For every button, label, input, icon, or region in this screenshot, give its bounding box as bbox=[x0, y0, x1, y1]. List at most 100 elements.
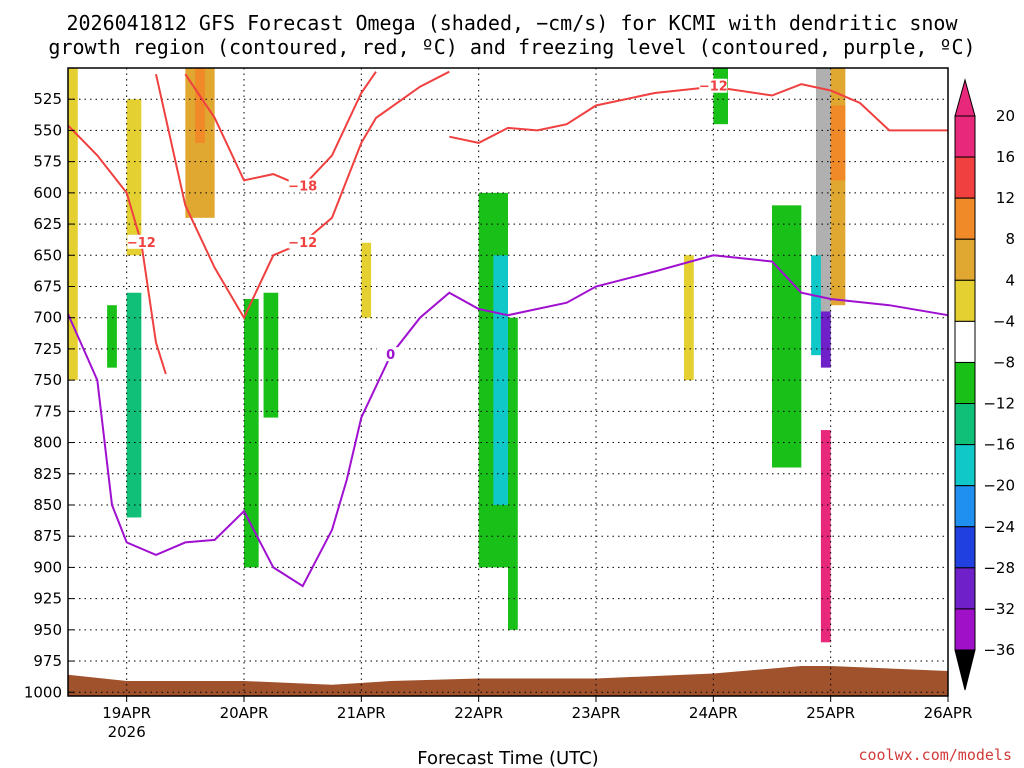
y-tick-label: 725 bbox=[33, 340, 62, 358]
contour-line bbox=[67, 124, 167, 375]
contour-label-bg bbox=[288, 234, 317, 249]
y-tick-label: 625 bbox=[33, 215, 62, 233]
x-tick-label: 26APR bbox=[924, 704, 973, 722]
x-tick-label: 21APR bbox=[337, 704, 386, 722]
grid-layer bbox=[68, 68, 949, 696]
y-tick-label: 825 bbox=[33, 465, 62, 483]
y-tick-label: 800 bbox=[33, 434, 62, 452]
y-tick-label: 850 bbox=[33, 496, 62, 514]
omega-cell bbox=[830, 105, 846, 181]
colorbar-label: 16 bbox=[996, 148, 1015, 166]
colorbar-label: −20 bbox=[983, 477, 1015, 495]
omega-cell bbox=[830, 68, 846, 306]
y-tick-label: 675 bbox=[33, 277, 62, 295]
omega-cell bbox=[820, 430, 831, 643]
colorbar-label: −24 bbox=[983, 518, 1015, 536]
y-tick-label: 925 bbox=[33, 590, 62, 608]
colorbar-segment bbox=[954, 361, 976, 405]
contour-label-bg bbox=[288, 178, 317, 193]
y-tick-label: 950 bbox=[33, 621, 62, 639]
x-tick-label: 20APR bbox=[220, 704, 269, 722]
contour-label-bg bbox=[376, 347, 405, 362]
omega-cell bbox=[811, 255, 821, 356]
omega-cell bbox=[820, 311, 831, 368]
contour-label-bg bbox=[699, 78, 728, 93]
terrain-fill bbox=[68, 666, 948, 696]
contour-label: −18 bbox=[288, 180, 317, 195]
colorbar-segment bbox=[954, 444, 976, 487]
colorbar-segment bbox=[954, 279, 976, 322]
y-tick-label: 575 bbox=[33, 153, 62, 171]
x-tick-label: 25APR bbox=[806, 704, 855, 722]
contour-line bbox=[449, 83, 948, 144]
x-axis-title: Forecast Time (UTC) bbox=[417, 748, 598, 768]
omega-cell bbox=[126, 99, 142, 256]
y-tick-label: 525 bbox=[33, 90, 62, 108]
colorbar-label: 8 bbox=[1005, 230, 1015, 248]
colorbar-segment bbox=[954, 115, 976, 158]
omega-cell bbox=[126, 292, 142, 518]
colorbar-segment bbox=[954, 608, 976, 651]
colorbar-segment bbox=[954, 320, 976, 363]
x-tick-label: 22APR bbox=[454, 704, 503, 722]
omega-cell bbox=[263, 292, 279, 418]
colorbar-segment bbox=[954, 403, 976, 446]
colorbar-segment bbox=[954, 197, 976, 240]
contour-layer: −12 −12 −18 −12 0 bbox=[67, 70, 949, 588]
colorbar-label: 4 bbox=[1005, 271, 1015, 289]
plot-frame bbox=[67, 67, 949, 697]
contour-label-bg bbox=[127, 234, 156, 249]
colorbar-label: −4 bbox=[993, 312, 1015, 330]
colorbar: 20 16 12 8 4 −4 −8 −12 −16 −20 −24 −28 −32 −36 bbox=[954, 78, 1015, 691]
colorbar-label: −36 bbox=[983, 641, 1015, 659]
omega-cell bbox=[107, 305, 117, 368]
colorbar-segment bbox=[954, 238, 976, 281]
colorbar-label: −28 bbox=[983, 559, 1015, 577]
contour-label: −12 bbox=[699, 80, 728, 95]
colorbar-label: −8 bbox=[993, 353, 1015, 371]
colorbar-label: 20 bbox=[996, 107, 1015, 125]
omega-cell bbox=[361, 242, 372, 318]
colorbar-segment bbox=[954, 485, 976, 528]
x-tick-sublabel: 2026 bbox=[108, 723, 146, 741]
contour-label: −12 bbox=[127, 236, 156, 251]
colorbar-top-arrow bbox=[954, 78, 976, 117]
terrain-layer bbox=[68, 666, 948, 696]
y-tick-label: 750 bbox=[33, 371, 62, 389]
omega-cell bbox=[772, 205, 802, 468]
y-tick-label: 875 bbox=[33, 527, 62, 545]
x-tick-label: 24APR bbox=[689, 704, 738, 722]
y-tick-label: 900 bbox=[33, 558, 62, 576]
y-tick-label: 775 bbox=[33, 402, 62, 420]
x-tick-label: 23APR bbox=[572, 704, 621, 722]
y-tick-label: 550 bbox=[33, 121, 62, 139]
chart-title-line-2: growth region (contoured, red, ºC) and f… bbox=[48, 35, 975, 59]
colorbar-label: −16 bbox=[983, 436, 1015, 454]
omega-cell bbox=[493, 255, 508, 505]
colorbar-label: −32 bbox=[983, 600, 1015, 618]
y-tick-label: 600 bbox=[33, 184, 62, 202]
omega-cell bbox=[713, 68, 728, 125]
colorbar-segment bbox=[954, 156, 976, 199]
y-tick-label: 975 bbox=[33, 652, 62, 670]
colorbar-segment bbox=[954, 567, 976, 610]
omega-cell bbox=[244, 298, 259, 568]
y-tick-label: 650 bbox=[33, 246, 62, 264]
plot-area: −12 −12 −18 −12 0 bbox=[67, 67, 949, 697]
colorbar-bottom-arrow bbox=[954, 649, 976, 691]
y-tick-label: 1000 bbox=[24, 683, 62, 701]
x-tick-label: 19APR bbox=[102, 704, 151, 722]
colorbar-label: −12 bbox=[983, 395, 1015, 413]
colorbar-segment bbox=[954, 526, 976, 569]
contour-label: 0 bbox=[386, 348, 395, 363]
contour-line bbox=[184, 71, 377, 188]
credit-text: coolwx.com/models bbox=[858, 746, 1012, 764]
contour-label: −12 bbox=[288, 236, 317, 251]
colorbar-label: 12 bbox=[996, 189, 1015, 207]
omega-cell bbox=[508, 317, 518, 630]
y-axis: 525 550 575 600 625 650 675 700 725 750 775 800 825 8… bbox=[24, 90, 74, 701]
omega-cell bbox=[195, 68, 205, 143]
omega-cell bbox=[684, 255, 694, 381]
